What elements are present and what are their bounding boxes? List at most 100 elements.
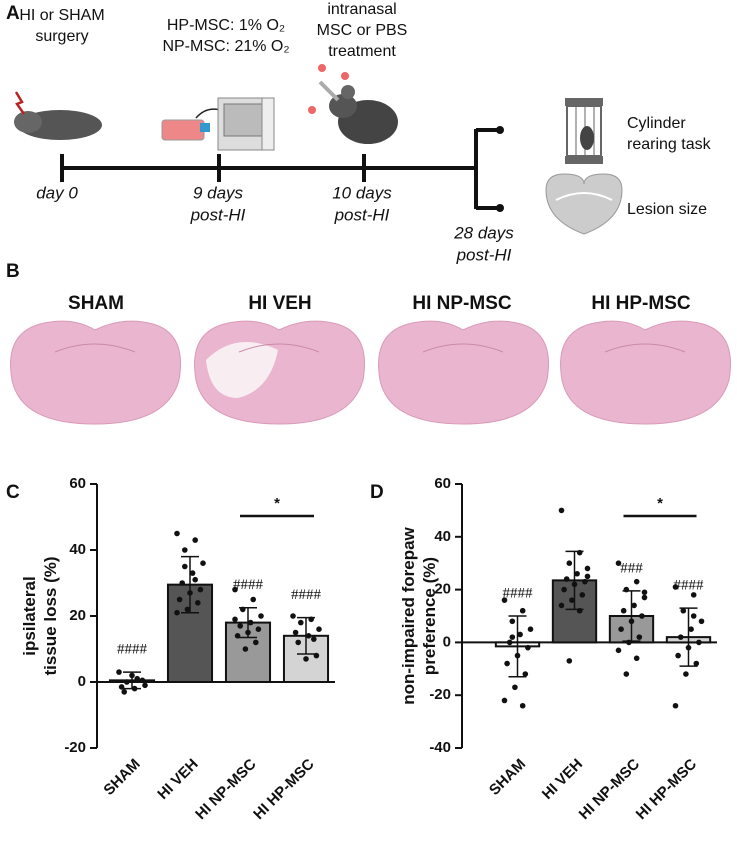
group-label: SHAM [68, 293, 124, 314]
data-point [688, 626, 694, 632]
lesion [206, 342, 278, 398]
data-point [558, 507, 565, 514]
panel-label: A [6, 3, 20, 24]
data-point [255, 626, 262, 632]
x-tick-label: HI VEH [154, 756, 201, 803]
data-point [506, 639, 513, 646]
brain-sections [10, 320, 731, 425]
significance-annotation: #### [674, 578, 705, 594]
data-point [182, 563, 188, 570]
data-point [305, 633, 312, 639]
data-point [250, 596, 256, 603]
x-tick-label: HI HP-MSC [633, 756, 701, 824]
data-point [504, 660, 510, 667]
data-point [139, 677, 146, 684]
data-point [242, 646, 249, 652]
timeline-dot [496, 126, 504, 134]
significance-label: * [657, 495, 663, 512]
event-text: intranasal [327, 1, 396, 18]
event-text: treatment [328, 43, 396, 60]
timeline [60, 128, 500, 210]
data-point [641, 589, 648, 596]
y-tick-label: -20 [429, 686, 451, 703]
data-point [184, 606, 191, 613]
significance-annotation: #### [233, 577, 264, 593]
data-point [569, 597, 575, 603]
data-point [615, 560, 622, 566]
cage-icon [565, 98, 603, 164]
data-point [633, 655, 640, 662]
time-label: post-HI [456, 245, 512, 264]
data-point [522, 671, 529, 677]
outcome-text: Cylinder [627, 115, 686, 132]
significance-annotation: #### [117, 642, 148, 658]
flask-incubator-icon [161, 97, 275, 151]
data-point [179, 580, 185, 586]
x-tick-label: HI NP-MSC [192, 756, 260, 824]
x-tick-label: SHAM [100, 756, 143, 799]
data-point [690, 592, 697, 598]
x-tick-label: SHAM [486, 756, 529, 799]
group-label: HI HP-MSC [591, 293, 691, 314]
data-point [620, 607, 627, 614]
data-point [561, 586, 567, 593]
x-tick-label: HI NP-MSC [576, 756, 644, 824]
mouse-treatment-icon [308, 64, 398, 144]
data-point [303, 656, 309, 662]
time-label: 28 days [453, 223, 514, 242]
data-point [677, 634, 684, 640]
y-tick-label: 0 [443, 633, 451, 650]
data-point [641, 594, 648, 601]
data-point [176, 596, 183, 603]
data-point [525, 644, 531, 651]
data-point [584, 573, 591, 580]
data-point [693, 660, 700, 667]
data-point [253, 639, 259, 646]
data-point [512, 684, 518, 691]
data-point [192, 576, 198, 583]
x-tick-label: HI HP-MSC [250, 756, 318, 824]
data-point [527, 626, 534, 632]
y-tick-label: 20 [434, 581, 451, 598]
time-label: 9 days [193, 183, 244, 202]
data-point [680, 607, 687, 614]
panel-label: C [6, 482, 20, 503]
event-text: NP-MSC: 21% O₂ [162, 38, 289, 55]
data-point [116, 669, 122, 675]
data-point [118, 684, 125, 690]
event-text: HI or SHAM [19, 7, 104, 24]
outcome-text: rearing task [627, 136, 712, 153]
data-point [232, 586, 238, 593]
data-point [298, 619, 304, 626]
data-point [623, 671, 630, 677]
y-tick-label: 40 [434, 528, 451, 545]
data-point [174, 530, 180, 537]
data-point [247, 619, 254, 626]
panel-label: D [370, 482, 384, 503]
y-axis-label: non-impaired forepaw [399, 526, 418, 704]
data-point [633, 578, 640, 585]
event-text: HP-MSC: 1% O₂ [167, 17, 285, 34]
data-point [509, 634, 516, 640]
time-label: 10 days [332, 183, 392, 202]
timeline-dot [496, 204, 504, 212]
data-point [517, 631, 523, 638]
data-point [192, 537, 198, 543]
data-point [316, 626, 322, 632]
mouse-pup-icon [14, 91, 102, 140]
time-label: post-HI [190, 205, 246, 224]
x-tick-label: HI VEH [539, 756, 586, 803]
data-point [582, 578, 588, 585]
data-point [174, 609, 180, 616]
data-point [636, 634, 643, 640]
data-point [509, 618, 516, 625]
data-point [121, 689, 127, 695]
data-point [124, 679, 130, 685]
data-point [519, 702, 526, 709]
outcome-text: Lesion size [627, 201, 707, 218]
significance-annotation: ### [620, 560, 643, 576]
data-point [631, 602, 637, 609]
data-point [232, 616, 238, 623]
data-point [189, 570, 196, 576]
